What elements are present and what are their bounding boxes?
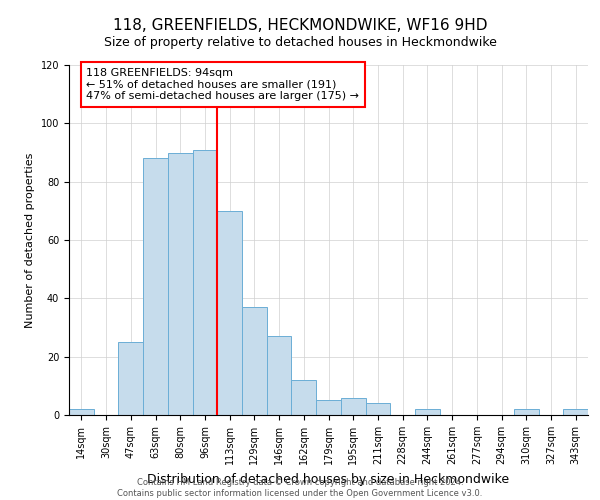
Bar: [316, 400, 341, 415]
Bar: [193, 150, 217, 415]
Bar: [69, 409, 94, 415]
Bar: [143, 158, 168, 415]
Bar: [292, 380, 316, 415]
Text: 118 GREENFIELDS: 94sqm
← 51% of detached houses are smaller (191)
47% of semi-de: 118 GREENFIELDS: 94sqm ← 51% of detached…: [86, 68, 359, 101]
Bar: [341, 398, 365, 415]
Y-axis label: Number of detached properties: Number of detached properties: [25, 152, 35, 328]
Bar: [217, 211, 242, 415]
Text: 118, GREENFIELDS, HECKMONDWIKE, WF16 9HD: 118, GREENFIELDS, HECKMONDWIKE, WF16 9HD: [113, 18, 487, 32]
Bar: [365, 404, 390, 415]
Bar: [514, 409, 539, 415]
Bar: [267, 336, 292, 415]
Bar: [563, 409, 588, 415]
Bar: [242, 307, 267, 415]
Bar: [118, 342, 143, 415]
Text: Contains HM Land Registry data © Crown copyright and database right 2024.
Contai: Contains HM Land Registry data © Crown c…: [118, 478, 482, 498]
X-axis label: Distribution of detached houses by size in Heckmondwike: Distribution of detached houses by size …: [148, 472, 509, 486]
Bar: [415, 409, 440, 415]
Bar: [168, 152, 193, 415]
Text: Size of property relative to detached houses in Heckmondwike: Size of property relative to detached ho…: [104, 36, 496, 49]
